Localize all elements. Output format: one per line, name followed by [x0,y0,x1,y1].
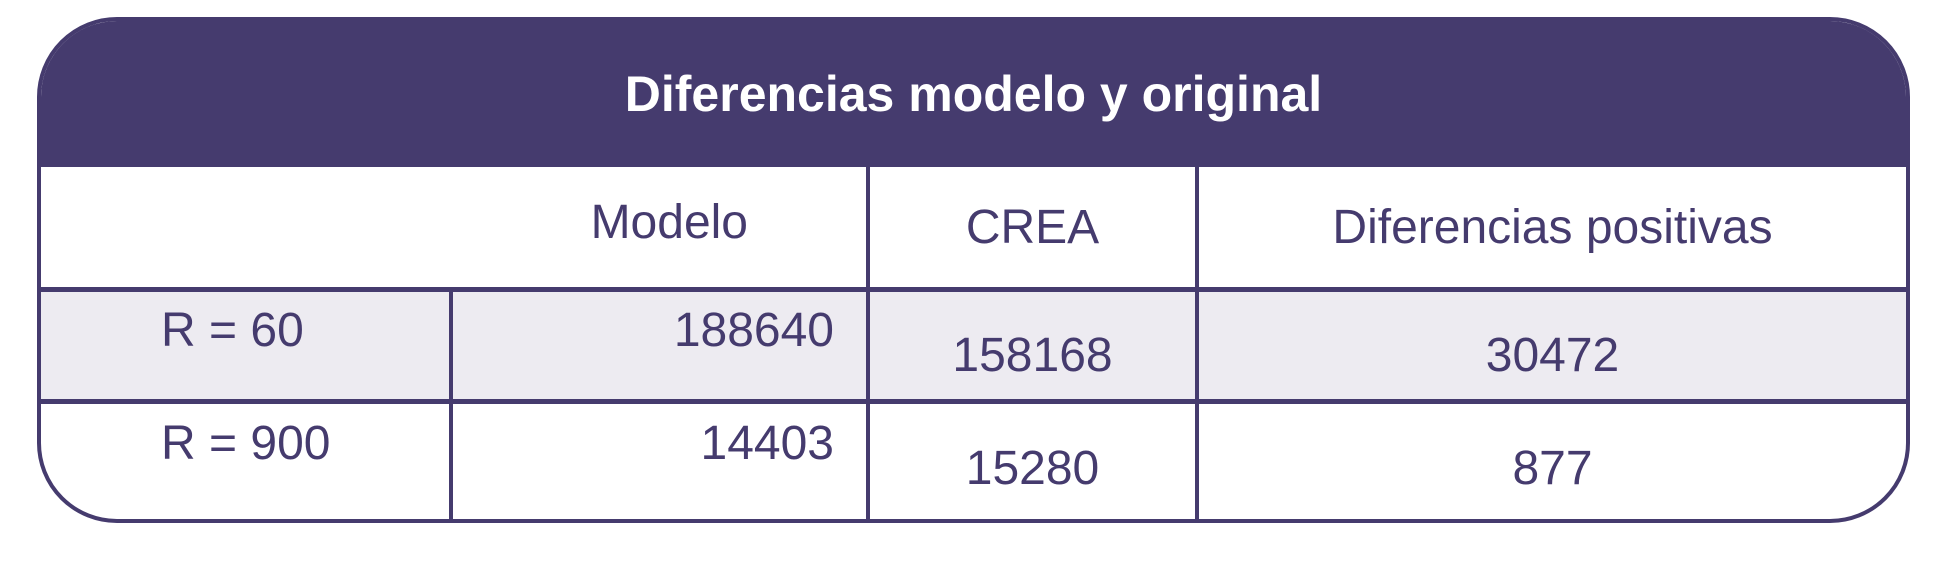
cell-diferencias: 30472 [1485,329,1620,382]
column-divider [866,167,870,519]
column-divider [449,287,453,519]
header-crea: CREA [965,200,1100,254]
header-modelo: Modelo [590,195,748,249]
header-diferencias: Diferencias positivas [1332,200,1773,254]
header-row: Modelo CREA Diferencias positivas [41,167,1906,287]
differences-table: Diferencias modelo y original Modelo CRE… [37,17,1910,523]
row-label: R = 60 [161,304,304,357]
cell-modelo: 14403 [700,417,834,470]
row-label: R = 900 [161,417,331,470]
cell-crea: 158168 [952,329,1113,382]
table-title: Diferencias modelo y original [41,21,1906,167]
table-row: R = 60 188640 158168 30472 [41,287,1906,404]
column-divider [1195,167,1199,519]
cell-diferencias: 877 [1512,442,1593,495]
table-row: R = 900 14403 15280 877 [41,404,1906,519]
cell-modelo: 188640 [673,304,834,357]
cell-crea: 15280 [965,442,1100,495]
